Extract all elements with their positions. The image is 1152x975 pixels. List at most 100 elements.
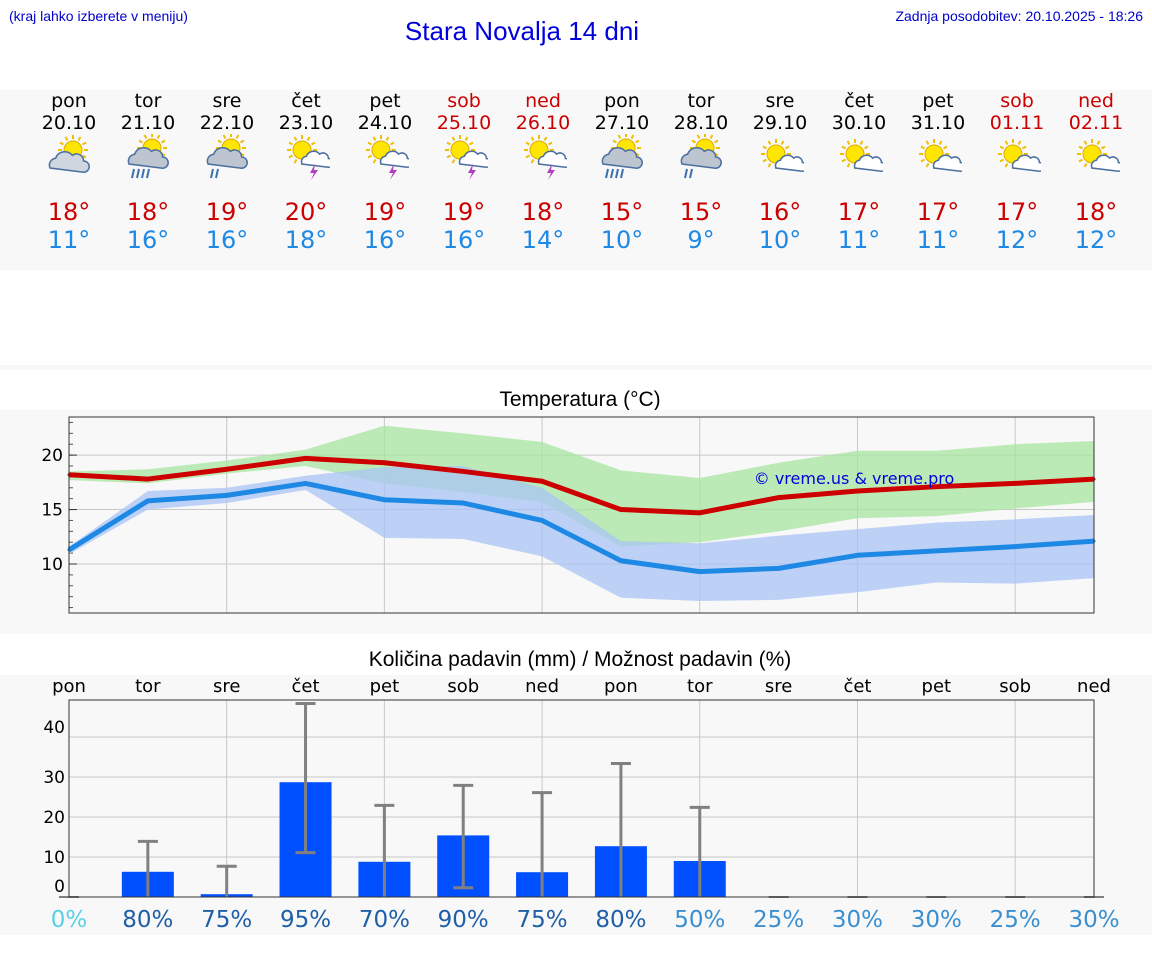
min-temperature: 12° bbox=[995, 226, 1039, 254]
data-point bbox=[855, 553, 859, 557]
y-tick-label: 0 bbox=[54, 877, 65, 897]
sun-small-cloud-icon bbox=[998, 139, 1041, 173]
temperature-chart-title: Temperatura (°C) bbox=[499, 388, 661, 411]
x-category-label: čet bbox=[843, 676, 871, 697]
max-temperature: 15° bbox=[679, 198, 723, 226]
min-temperature: 10° bbox=[600, 226, 644, 254]
data-point bbox=[934, 549, 938, 553]
day-name: pon bbox=[604, 90, 640, 112]
day-column: ned 02.11 18° 12° bbox=[1056, 90, 1136, 260]
day-name: sre bbox=[765, 90, 795, 112]
day-column: pet 31.10 17° 11° bbox=[898, 90, 978, 260]
location-hint: (kraj lahko izberete v meniju) bbox=[9, 8, 188, 24]
data-point bbox=[304, 481, 308, 485]
min-temperature: 16° bbox=[442, 226, 486, 254]
x-category-label: tor bbox=[687, 676, 713, 697]
data-point bbox=[934, 485, 938, 489]
day-column: tor 21.10 18° 16° bbox=[108, 90, 188, 260]
x-category-label: ned bbox=[525, 676, 559, 697]
min-temperature: 11° bbox=[916, 226, 960, 254]
data-point bbox=[698, 570, 702, 574]
precipitation-chart: pon tor sre čet pet sob ned pon tor sre čet pet sob n… bbox=[43, 676, 1119, 933]
data-point bbox=[382, 461, 386, 465]
y-tick-label: 30 bbox=[43, 768, 65, 788]
min-temperature: 14° bbox=[521, 226, 565, 254]
precipitation-probability: 80% bbox=[122, 907, 173, 933]
min-temperature-range bbox=[69, 466, 1094, 602]
sun-small-cloud-icon bbox=[761, 139, 804, 173]
data-point bbox=[1013, 545, 1017, 549]
max-temperature: 17° bbox=[916, 198, 960, 226]
max-temperature: 19° bbox=[363, 198, 407, 226]
precipitation-probability: 80% bbox=[595, 907, 646, 933]
day-column: pon 27.10 15° 10° bbox=[582, 90, 662, 260]
day-date: 25.10 bbox=[436, 112, 492, 134]
max-temperature: 18° bbox=[126, 198, 170, 226]
temperature-chart: 10 15 20 © vreme.us & vreme.pro bbox=[41, 416, 1096, 614]
data-point bbox=[540, 479, 544, 483]
day-date: 20.10 bbox=[41, 112, 97, 134]
error-bar bbox=[295, 702, 316, 855]
data-point bbox=[304, 456, 308, 460]
data-point bbox=[855, 489, 859, 493]
precipitation-probability: 25% bbox=[753, 907, 804, 933]
sun-thunderstorm-icon bbox=[524, 135, 567, 180]
data-point bbox=[146, 499, 150, 503]
error-bar bbox=[610, 762, 631, 897]
watermark: © vreme.us & vreme.pro bbox=[754, 469, 955, 488]
x-category-label: sre bbox=[213, 676, 240, 697]
precipitation-probability: 30% bbox=[1068, 907, 1119, 933]
sun-cloud-rain-icon bbox=[127, 134, 169, 179]
plot-frame bbox=[68, 416, 1095, 614]
precipitation-probability: 50% bbox=[674, 907, 725, 933]
day-date: 26.10 bbox=[515, 112, 571, 134]
min-temperature: 11° bbox=[47, 226, 91, 254]
day-date: 29.10 bbox=[752, 112, 808, 134]
day-name: tor bbox=[134, 90, 162, 112]
day-name: sre bbox=[212, 90, 242, 112]
data-point bbox=[540, 518, 544, 522]
day-name: sob bbox=[1000, 90, 1034, 112]
error-bar bbox=[453, 783, 474, 890]
x-category-label: pon bbox=[52, 676, 86, 697]
data-point bbox=[146, 477, 150, 481]
error-bar bbox=[689, 805, 710, 897]
day-name: pet bbox=[922, 90, 954, 112]
day-name: sob bbox=[447, 90, 481, 112]
precipitation-probability: 30% bbox=[832, 907, 883, 933]
data-point bbox=[1013, 481, 1017, 485]
day-name: čet bbox=[291, 90, 321, 112]
y-tick-label: 10 bbox=[43, 848, 65, 868]
x-category-label: pet bbox=[922, 676, 952, 697]
max-temperature-range bbox=[69, 425, 1094, 547]
precipitation-probability: 0% bbox=[51, 907, 88, 933]
day-column: pon 20.10 18° 11° bbox=[29, 90, 109, 260]
x-category-label: tor bbox=[135, 676, 161, 697]
max-temperature-line bbox=[68, 455, 1095, 516]
sun-small-cloud-icon bbox=[919, 139, 962, 173]
precipitation-probability: 90% bbox=[438, 907, 489, 933]
precipitation-probability: 75% bbox=[201, 907, 252, 933]
max-temperature: 17° bbox=[837, 198, 881, 226]
precipitation-probability: 30% bbox=[911, 907, 962, 933]
day-date: 01.11 bbox=[989, 112, 1045, 134]
sun-cloud-light-rain-icon bbox=[680, 134, 722, 179]
data-point bbox=[777, 566, 781, 570]
sun-small-cloud-icon bbox=[1077, 139, 1120, 173]
day-date: 23.10 bbox=[278, 112, 334, 134]
x-category-label: pet bbox=[370, 676, 400, 697]
error-bar bbox=[532, 791, 553, 897]
precipitation-chart-title: Količina padavin (mm) / Možnost padavin … bbox=[368, 648, 792, 671]
y-tick-label: 15 bbox=[41, 501, 63, 521]
data-point bbox=[619, 508, 623, 512]
error-bar bbox=[374, 803, 395, 897]
precipitation-probability: 95% bbox=[280, 907, 331, 933]
day-date: 21.10 bbox=[120, 112, 176, 134]
x-category-label: sre bbox=[765, 676, 792, 697]
day-column: pet 24.10 19° 16° bbox=[345, 90, 425, 260]
max-temperature: 18° bbox=[1074, 198, 1118, 226]
precipitation-probability: 70% bbox=[359, 907, 410, 933]
y-tick-label: 40 bbox=[43, 718, 65, 738]
max-temperature: 19° bbox=[442, 198, 486, 226]
max-temperature: 15° bbox=[600, 198, 644, 226]
